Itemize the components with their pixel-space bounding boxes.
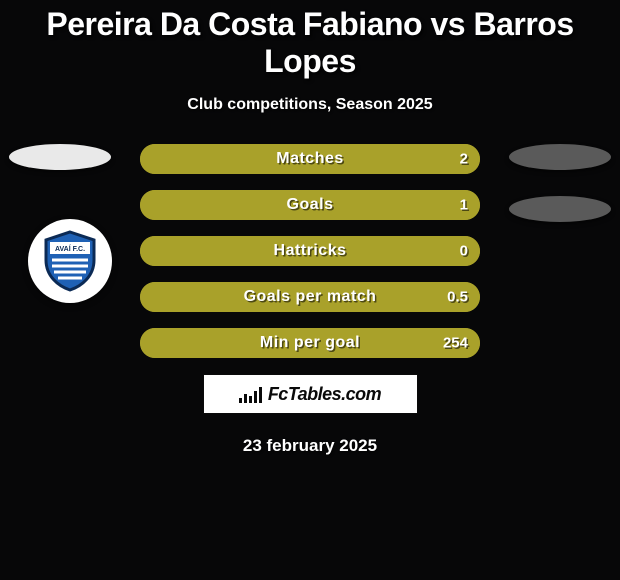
svg-text:AVAÍ F.C.: AVAÍ F.C.	[55, 244, 85, 253]
player2-shape-a	[509, 144, 611, 170]
date-label: 23 february 2025	[0, 436, 620, 456]
player1-value: 254	[443, 335, 468, 352]
player2-shape-b	[509, 196, 611, 222]
page-title: Pereira Da Costa Fabiano vs Barros Lopes	[0, 0, 620, 80]
stat-row: Hattricks 0	[140, 236, 480, 266]
avai-fc-shield-icon: AVAÍ F.C.	[42, 230, 98, 292]
stat-rows: Matches 2 Goals 1 Hattricks 0 Goals per match 0…	[140, 144, 480, 358]
player1-value: 0	[460, 243, 468, 260]
player1-value: 1	[460, 197, 468, 214]
stat-row: Goals 1	[140, 190, 480, 220]
brand-watermark: FcTables.com	[203, 374, 418, 414]
comparison-arena: AVAÍ F.C. Matches 2 Goals 1 Hattricks 0 Goals …	[0, 144, 620, 358]
stat-label: Matches	[276, 150, 344, 168]
bar-chart-icon	[239, 385, 262, 403]
player1-shape	[9, 144, 111, 170]
stat-label: Goals	[287, 196, 334, 214]
stat-row: Min per goal 254	[140, 328, 480, 358]
stat-row: Matches 2	[140, 144, 480, 174]
stat-label: Goals per match	[244, 288, 377, 306]
stat-label: Hattricks	[274, 242, 347, 260]
brand-text: FcTables.com	[268, 384, 381, 405]
subtitle: Club competitions, Season 2025	[0, 96, 620, 114]
player1-value: 2	[460, 151, 468, 168]
stat-label: Min per goal	[260, 334, 360, 352]
stat-row: Goals per match 0.5	[140, 282, 480, 312]
player1-club-badge: AVAÍ F.C.	[28, 219, 112, 303]
player1-value: 0.5	[447, 289, 468, 306]
